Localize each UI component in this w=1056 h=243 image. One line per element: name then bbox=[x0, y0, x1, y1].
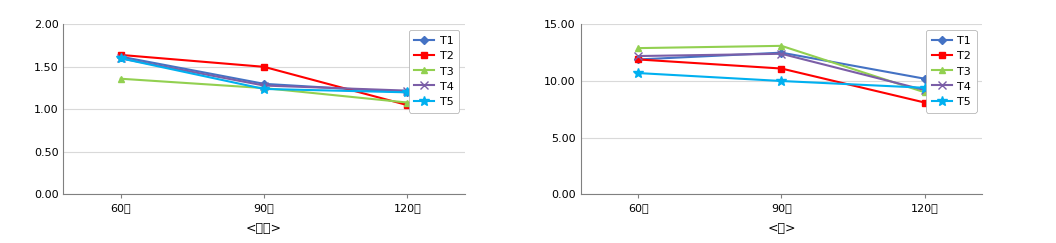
Line: T4: T4 bbox=[116, 54, 412, 95]
Line: T2: T2 bbox=[118, 52, 410, 108]
T2 bbox=[919, 101, 931, 104]
T1 bbox=[919, 77, 931, 80]
T4 bbox=[775, 52, 788, 55]
Line: T1: T1 bbox=[118, 54, 410, 95]
Line: T5: T5 bbox=[116, 53, 412, 97]
Line: T2: T2 bbox=[636, 57, 927, 105]
T5 bbox=[258, 87, 270, 90]
T3 bbox=[114, 77, 127, 80]
T3 bbox=[258, 87, 270, 89]
T2 bbox=[258, 65, 270, 68]
T1 bbox=[401, 91, 414, 94]
T3 bbox=[775, 44, 788, 47]
T5 bbox=[401, 91, 414, 94]
Legend: T1, T2, T3, T4, T5: T1, T2, T3, T4, T5 bbox=[409, 30, 459, 113]
Legend: T1, T2, T3, T4, T5: T1, T2, T3, T4, T5 bbox=[926, 30, 977, 113]
T4 bbox=[114, 57, 127, 60]
X-axis label: <뱰리>: <뱰리> bbox=[246, 222, 282, 235]
Line: T4: T4 bbox=[634, 50, 929, 94]
T4 bbox=[258, 84, 270, 87]
T5 bbox=[114, 57, 127, 60]
T1 bbox=[631, 58, 644, 61]
Line: T3: T3 bbox=[635, 42, 928, 96]
T4 bbox=[919, 89, 931, 92]
T3 bbox=[631, 47, 644, 50]
Line: T1: T1 bbox=[636, 50, 927, 81]
T3 bbox=[401, 101, 414, 104]
T1 bbox=[258, 82, 270, 85]
T5 bbox=[919, 86, 931, 89]
T2 bbox=[401, 104, 414, 106]
T2 bbox=[631, 58, 644, 61]
T1 bbox=[775, 51, 788, 54]
T3 bbox=[919, 91, 931, 94]
T4 bbox=[401, 89, 414, 92]
Line: T3: T3 bbox=[117, 75, 411, 106]
T5 bbox=[775, 79, 788, 82]
T5 bbox=[631, 72, 644, 75]
X-axis label: <잎>: <잎> bbox=[768, 222, 795, 235]
T4 bbox=[631, 55, 644, 58]
T2 bbox=[775, 67, 788, 70]
T1 bbox=[114, 55, 127, 58]
Line: T5: T5 bbox=[634, 68, 929, 93]
T2 bbox=[114, 53, 127, 56]
